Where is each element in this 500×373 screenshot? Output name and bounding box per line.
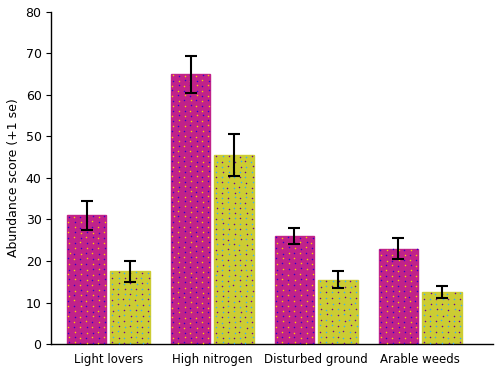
Bar [214, 155, 254, 344]
Bar [318, 280, 358, 344]
Bar [110, 272, 150, 344]
Bar [422, 292, 462, 344]
Y-axis label: Abundance score (+1 se): Abundance score (+1 se) [7, 98, 20, 257]
Bar [378, 248, 418, 344]
Bar [67, 215, 106, 344]
Bar [274, 236, 314, 344]
Bar [171, 74, 210, 344]
